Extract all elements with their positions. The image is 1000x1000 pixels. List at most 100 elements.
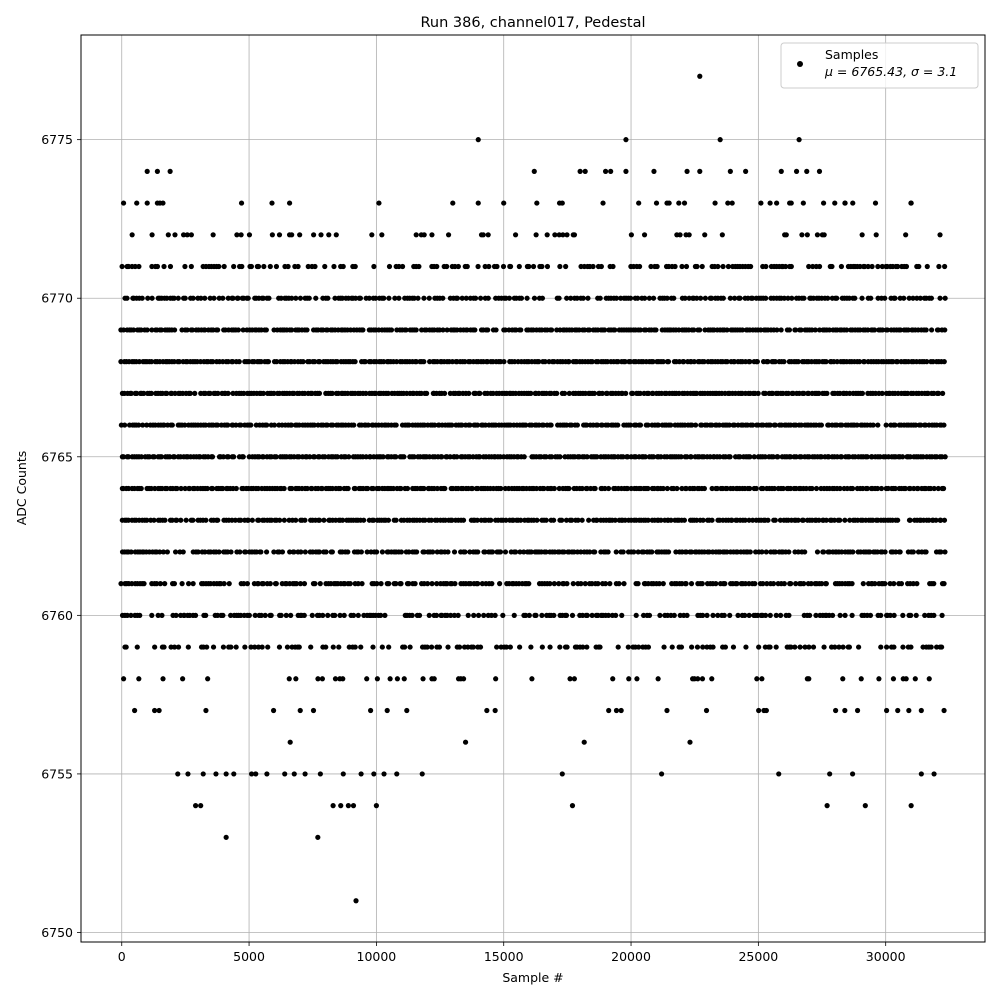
data-point — [605, 485, 612, 492]
data-point — [839, 422, 845, 428]
data-point — [524, 295, 530, 301]
data-point — [501, 200, 507, 206]
data-point — [655, 422, 661, 428]
data-point — [719, 232, 725, 238]
data-point — [429, 644, 435, 650]
data-point — [599, 390, 605, 396]
data-point — [747, 549, 753, 555]
data-point — [202, 549, 208, 555]
data-point — [918, 707, 924, 714]
data-point — [613, 612, 619, 618]
data-point — [239, 263, 245, 270]
data-point — [592, 485, 598, 492]
data-point — [724, 359, 730, 365]
data-point — [149, 232, 155, 238]
data-point — [770, 581, 777, 587]
data-point — [821, 232, 827, 238]
data-point — [421, 549, 427, 555]
data-point — [623, 168, 629, 174]
data-point — [564, 232, 570, 238]
data-point — [942, 295, 948, 301]
data-point — [808, 581, 814, 587]
data-point — [248, 263, 254, 270]
data-point — [454, 295, 461, 301]
data-point — [748, 263, 754, 270]
data-point — [320, 612, 326, 618]
data-point — [556, 232, 562, 238]
data-point — [872, 327, 878, 333]
data-point — [671, 612, 677, 618]
data-point — [534, 200, 540, 206]
data-point — [416, 612, 423, 618]
data-point — [762, 390, 768, 396]
data-point — [286, 676, 292, 682]
data-point — [144, 422, 150, 428]
data-point — [302, 517, 308, 523]
data-point — [309, 612, 315, 618]
data-point — [260, 454, 266, 460]
data-point — [467, 422, 473, 428]
data-point — [813, 612, 819, 618]
data-point — [578, 581, 584, 587]
data-point — [668, 517, 674, 523]
data-point — [281, 485, 287, 492]
data-point — [844, 327, 850, 333]
data-point — [729, 517, 735, 523]
data-point — [931, 485, 937, 492]
data-point — [162, 581, 168, 587]
data-point — [287, 549, 293, 555]
data-point — [228, 612, 234, 618]
data-point — [387, 676, 393, 682]
data-point — [935, 327, 941, 333]
data-point — [913, 612, 919, 618]
data-point — [350, 803, 357, 809]
data-point — [396, 295, 402, 301]
data-point — [856, 644, 862, 650]
data-point — [352, 295, 359, 301]
data-point — [172, 232, 178, 238]
data-point — [781, 359, 787, 365]
data-point — [859, 295, 865, 301]
data-point — [542, 359, 548, 365]
data-point — [521, 549, 527, 555]
data-point — [582, 581, 588, 587]
data-point — [413, 359, 419, 365]
data-point — [158, 454, 165, 460]
data-point — [651, 168, 657, 174]
data-point — [846, 295, 852, 301]
data-point — [816, 168, 823, 174]
data-point — [928, 644, 934, 650]
data-point — [378, 612, 384, 618]
data-point — [884, 327, 891, 333]
data-point — [606, 707, 612, 714]
data-point — [762, 454, 768, 460]
data-point — [849, 485, 856, 492]
data-point — [401, 454, 407, 460]
data-point — [494, 644, 500, 650]
data-point — [306, 295, 312, 301]
data-point — [310, 707, 317, 714]
data-point — [701, 485, 708, 492]
data-point — [359, 581, 365, 587]
data-point — [407, 644, 413, 650]
data-point — [709, 676, 715, 682]
data-point — [159, 612, 165, 618]
data-point — [559, 200, 565, 206]
data-point — [615, 644, 621, 650]
data-point — [584, 644, 590, 650]
data-point — [374, 581, 380, 587]
data-point — [176, 359, 182, 365]
legend-marker — [797, 61, 803, 67]
data-point — [220, 454, 227, 460]
data-point — [563, 612, 570, 618]
data-point — [315, 834, 321, 840]
data-point — [788, 200, 794, 206]
data-point — [619, 612, 625, 618]
data-point — [167, 454, 173, 460]
data-point — [148, 390, 155, 396]
data-point — [782, 263, 789, 270]
data-point — [465, 644, 471, 650]
data-point — [793, 454, 799, 460]
data-point — [658, 454, 664, 460]
data-point — [149, 295, 155, 301]
